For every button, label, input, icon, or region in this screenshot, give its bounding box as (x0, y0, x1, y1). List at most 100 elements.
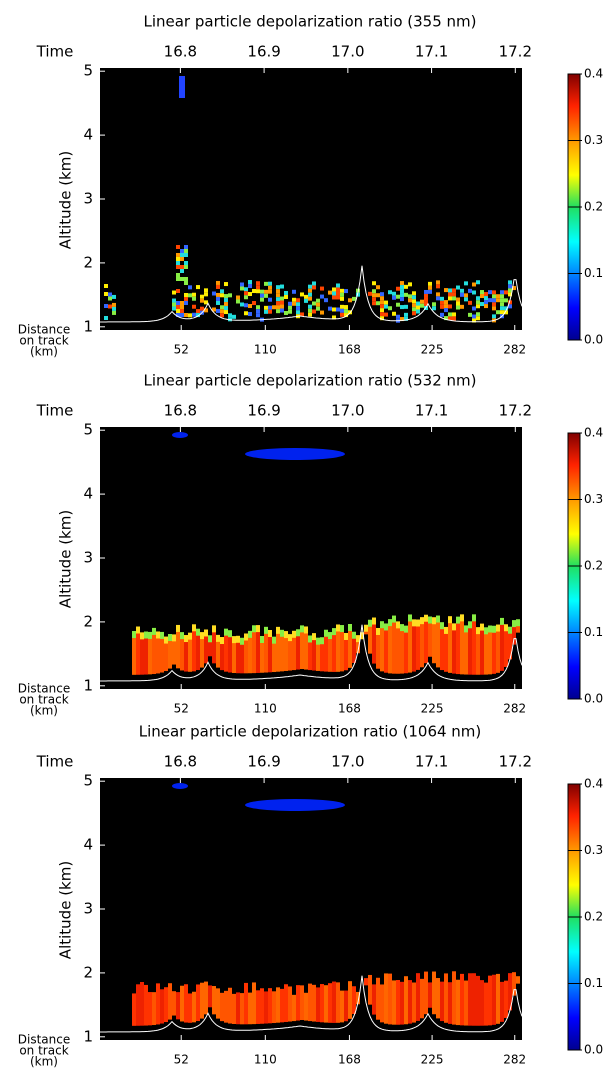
aerosol-cell (232, 636, 236, 644)
aerosol-cell (448, 288, 452, 293)
aerosol-cell (184, 253, 188, 257)
aerosol-cell (348, 981, 352, 1019)
aerosol-cell (140, 638, 144, 675)
aerosol-cell (480, 290, 484, 295)
aerosol-cell (244, 639, 248, 674)
aerosol-cell (216, 640, 220, 668)
aerosol-cell (184, 984, 188, 1023)
aerosol-cell (500, 310, 504, 315)
aerosol-cell (412, 625, 416, 672)
aerosol-cell (440, 296, 444, 301)
aerosol-cell (272, 636, 276, 644)
aerosol-cell (332, 315, 336, 320)
aerosol-cell (280, 988, 284, 1023)
aerosol-cell (516, 619, 520, 627)
aerosol-cell (320, 310, 324, 315)
aerosol-cell (504, 630, 508, 667)
aerosol-cell (300, 631, 304, 669)
aerosol-cell (244, 295, 248, 300)
y-tick-label: 5 (83, 62, 93, 80)
aerosol-cell (336, 295, 340, 300)
aerosol-cell (512, 620, 516, 628)
aerosol-cell (508, 280, 512, 285)
aerosol-cell (112, 302, 116, 307)
aerosol-cell (284, 290, 288, 295)
aerosol-cell (280, 300, 284, 305)
aerosol-cell (456, 979, 460, 1026)
aerosol-cell (280, 629, 284, 637)
aerosol-cell (180, 638, 184, 671)
aerosol-cell (180, 253, 184, 257)
aerosol-cell (224, 298, 228, 303)
aerosol-cell (456, 297, 460, 302)
x-tick-label: 282 (503, 1053, 526, 1067)
aerosol-cell (168, 634, 172, 642)
aerosol-cell (184, 245, 188, 249)
aerosol-cell (476, 296, 480, 301)
aerosol-cell (432, 623, 436, 664)
aerosol-cell (188, 293, 192, 298)
aerosol-cell (220, 293, 224, 298)
aerosol-cell (268, 297, 272, 302)
aerosol-cell (452, 312, 456, 317)
aerosol-cell (268, 289, 272, 294)
aerosol-cell (180, 301, 184, 305)
aerosol-cell (484, 627, 488, 635)
aerosol-cell (508, 292, 512, 297)
aerosol-cell (248, 284, 252, 289)
aerosol-cell (180, 313, 184, 317)
aerosol-cell (260, 293, 264, 298)
aerosol-cell (336, 982, 340, 1023)
aerosol-cell (220, 305, 224, 310)
aerosol-cell (332, 628, 336, 636)
aerosol-cell (464, 631, 468, 675)
colorbar-tick-label: 0.2 (584, 200, 603, 214)
colorbar-tick-label: 0.4 (584, 67, 603, 81)
y-tick-label: 1 (83, 317, 93, 335)
x-tick-label: 110 (254, 1053, 277, 1067)
aerosol-cell (416, 305, 420, 310)
aerosol-cell (472, 614, 476, 622)
aerosol-cell (372, 301, 376, 306)
aerosol-cell (248, 304, 252, 309)
aerosol-cell (464, 293, 468, 298)
aerosol-cell (460, 973, 464, 1026)
aerosol-cell (204, 288, 208, 293)
aerosol-cell (364, 624, 368, 632)
aerosol-cell (216, 284, 220, 289)
aerosol-cell (196, 285, 200, 290)
aerosol-blob (172, 432, 188, 438)
aerosol-cell (204, 635, 208, 664)
aerosol-cell (500, 302, 504, 307)
aerosol-cell (308, 635, 312, 643)
aerosol-cell (268, 309, 272, 314)
aerosol-cell (356, 641, 360, 654)
colorbar-tick-label: 0.1 (584, 266, 603, 280)
aerosol-cell (388, 625, 392, 674)
aerosol-cell (492, 290, 496, 295)
aerosol-cell (500, 298, 504, 303)
aerosol-cell (304, 294, 308, 299)
aerosol-cell (168, 640, 172, 669)
aerosol-cell (396, 294, 400, 299)
aerosol-cell (392, 291, 396, 296)
aerosol-cell (500, 306, 504, 311)
aerosol-cell (448, 304, 452, 309)
colorbar-tick-label: 0.0 (584, 1043, 603, 1057)
aerosol-cell (192, 624, 196, 632)
aerosol-cell (280, 284, 284, 289)
aerosol-cell (444, 304, 448, 309)
aerosol-cell (472, 318, 476, 323)
aerosol-cell (168, 983, 172, 1020)
aerosol-cell (184, 635, 188, 643)
aerosol-cell (264, 991, 268, 1024)
aerosol-cell (336, 283, 340, 288)
aerosol-cell (468, 288, 472, 293)
aerosol-cell (268, 281, 272, 286)
aerosol-cell (372, 297, 376, 302)
aerosol-cell (312, 984, 316, 1022)
x-tick-label: 225 (421, 702, 444, 716)
aerosol-cell (216, 292, 220, 297)
aerosol-cell (188, 285, 192, 290)
aerosol-cell (428, 622, 432, 657)
